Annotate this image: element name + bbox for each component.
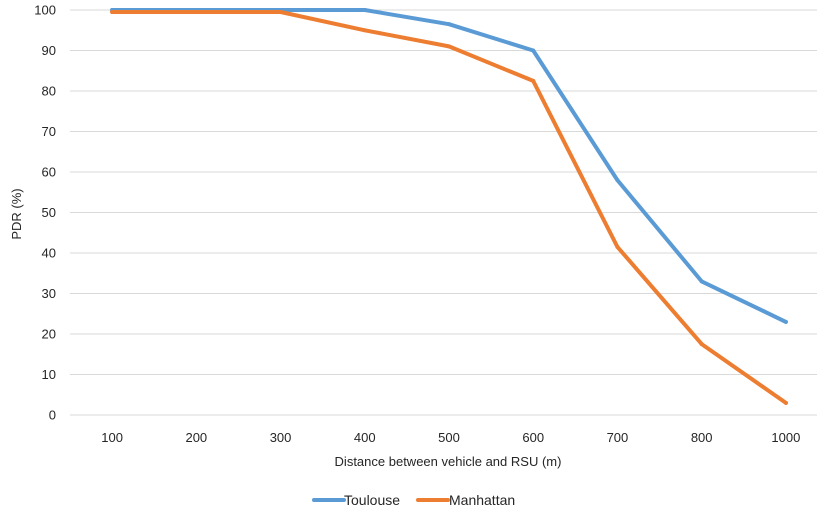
x-tick-label: 400 xyxy=(354,430,376,445)
y-tick-label: 90 xyxy=(42,43,56,58)
series-line-toulouse xyxy=(110,8,788,324)
y-tick-label: 40 xyxy=(42,246,56,261)
gridlines xyxy=(70,9,817,416)
y-tick-label: 0 xyxy=(49,408,56,423)
legend-label-toulouse: Toulouse xyxy=(344,492,400,508)
data-point-toulouse xyxy=(783,319,788,324)
data-point-manhattan xyxy=(699,342,704,347)
y-tick-label: 20 xyxy=(42,327,56,342)
x-tick-label: 1000 xyxy=(771,430,800,445)
y-tick-label: 50 xyxy=(42,205,56,220)
series-lines xyxy=(110,8,788,405)
y-tick-label: 30 xyxy=(42,286,56,301)
x-axis-tick-labels: 100 200 300 400 500 600 700 800 1000 xyxy=(101,430,800,445)
x-tick-label: 100 xyxy=(101,430,123,445)
x-tick-label: 800 xyxy=(691,430,713,445)
data-point-manhattan xyxy=(447,44,451,49)
y-tick-label: 100 xyxy=(34,3,56,18)
x-tick-label: 300 xyxy=(270,430,292,445)
data-point-manhattan xyxy=(278,10,283,15)
y-tick-label: 60 xyxy=(42,165,56,180)
data-point-toulouse xyxy=(531,48,536,53)
data-point-manhattan xyxy=(615,244,620,249)
y-tick-label: 80 xyxy=(42,84,56,99)
series-line-manhattan xyxy=(110,10,788,405)
data-point-toulouse xyxy=(362,8,367,12)
data-point-toulouse xyxy=(699,279,704,284)
data-point-toulouse xyxy=(447,22,451,27)
data-point-manhattan xyxy=(362,28,367,33)
data-point-toulouse xyxy=(615,178,620,183)
y-axis-tick-labels: 0 10 20 30 40 50 60 70 80 90 100 xyxy=(34,3,56,423)
x-tick-label: 700 xyxy=(607,430,629,445)
y-tick-label: 70 xyxy=(42,124,56,139)
x-tick-label: 500 xyxy=(438,430,460,445)
y-tick-label: 10 xyxy=(42,367,56,382)
legend-label-manhattan: Manhattan xyxy=(449,492,515,508)
x-tick-label: 600 xyxy=(522,430,544,445)
y-axis-title: PDR (%) xyxy=(9,188,24,239)
data-point-manhattan xyxy=(783,400,788,405)
legend: Toulouse Manhattan xyxy=(312,492,515,508)
data-point-manhattan xyxy=(110,10,115,15)
x-tick-label: 200 xyxy=(185,430,207,445)
data-point-manhattan xyxy=(194,10,199,15)
x-axis-title: Distance between vehicle and RSU (m) xyxy=(335,454,562,469)
data-point-manhattan xyxy=(531,78,536,83)
